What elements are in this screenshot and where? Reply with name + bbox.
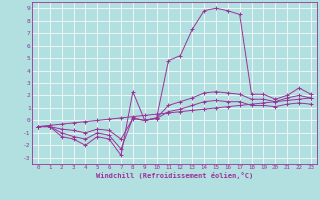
X-axis label: Windchill (Refroidissement éolien,°C): Windchill (Refroidissement éolien,°C) [96,172,253,179]
